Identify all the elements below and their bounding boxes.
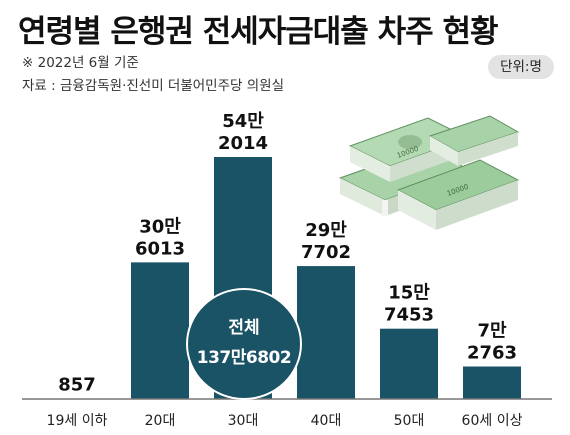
data-label: 15만 bbox=[388, 283, 430, 304]
banknote-bundle bbox=[348, 117, 470, 182]
data-label: 30만 bbox=[139, 216, 181, 237]
bar bbox=[297, 266, 355, 399]
x-tick-label: 40대 bbox=[311, 413, 342, 429]
money-stack-illustration: 10000 10000 bbox=[338, 115, 520, 230]
bar bbox=[380, 328, 438, 399]
total-label: 전체 bbox=[228, 318, 260, 338]
source-note: 자료 : 금융감독원·진선미 더불어민주당 의원실 bbox=[22, 78, 284, 94]
x-tick-label: 60세 이상 bbox=[462, 413, 523, 429]
x-tick-label: 19세 이하 bbox=[47, 413, 108, 429]
data-label: 7702 bbox=[301, 242, 351, 263]
x-tick-label: 30대 bbox=[228, 413, 259, 429]
data-label: 7만 bbox=[477, 321, 507, 342]
data-label: 6013 bbox=[135, 238, 185, 259]
total-value: 137만6802 bbox=[196, 348, 292, 368]
banknote-bundle bbox=[396, 159, 520, 230]
base-date-note: ※ 2022년 6월 기준 bbox=[22, 55, 139, 71]
x-tick-label: 50대 bbox=[394, 413, 425, 429]
total-badge: 전체 137만6802 bbox=[186, 288, 302, 400]
page-title: 연령별 은행권 전세자금대출 차주 현황 bbox=[18, 14, 498, 50]
bar bbox=[463, 366, 521, 399]
data-label: 54만 bbox=[222, 111, 264, 132]
data-label: 29만 bbox=[305, 220, 347, 241]
data-label: 2763 bbox=[467, 343, 517, 364]
data-label: 857 bbox=[58, 375, 96, 396]
data-label: 7453 bbox=[384, 305, 434, 326]
bar bbox=[131, 262, 189, 399]
data-label: 2014 bbox=[218, 133, 268, 154]
x-tick-label: 20대 bbox=[145, 413, 176, 429]
banknote-bundle bbox=[428, 115, 520, 166]
unit-badge: 단위:명 bbox=[488, 55, 554, 79]
